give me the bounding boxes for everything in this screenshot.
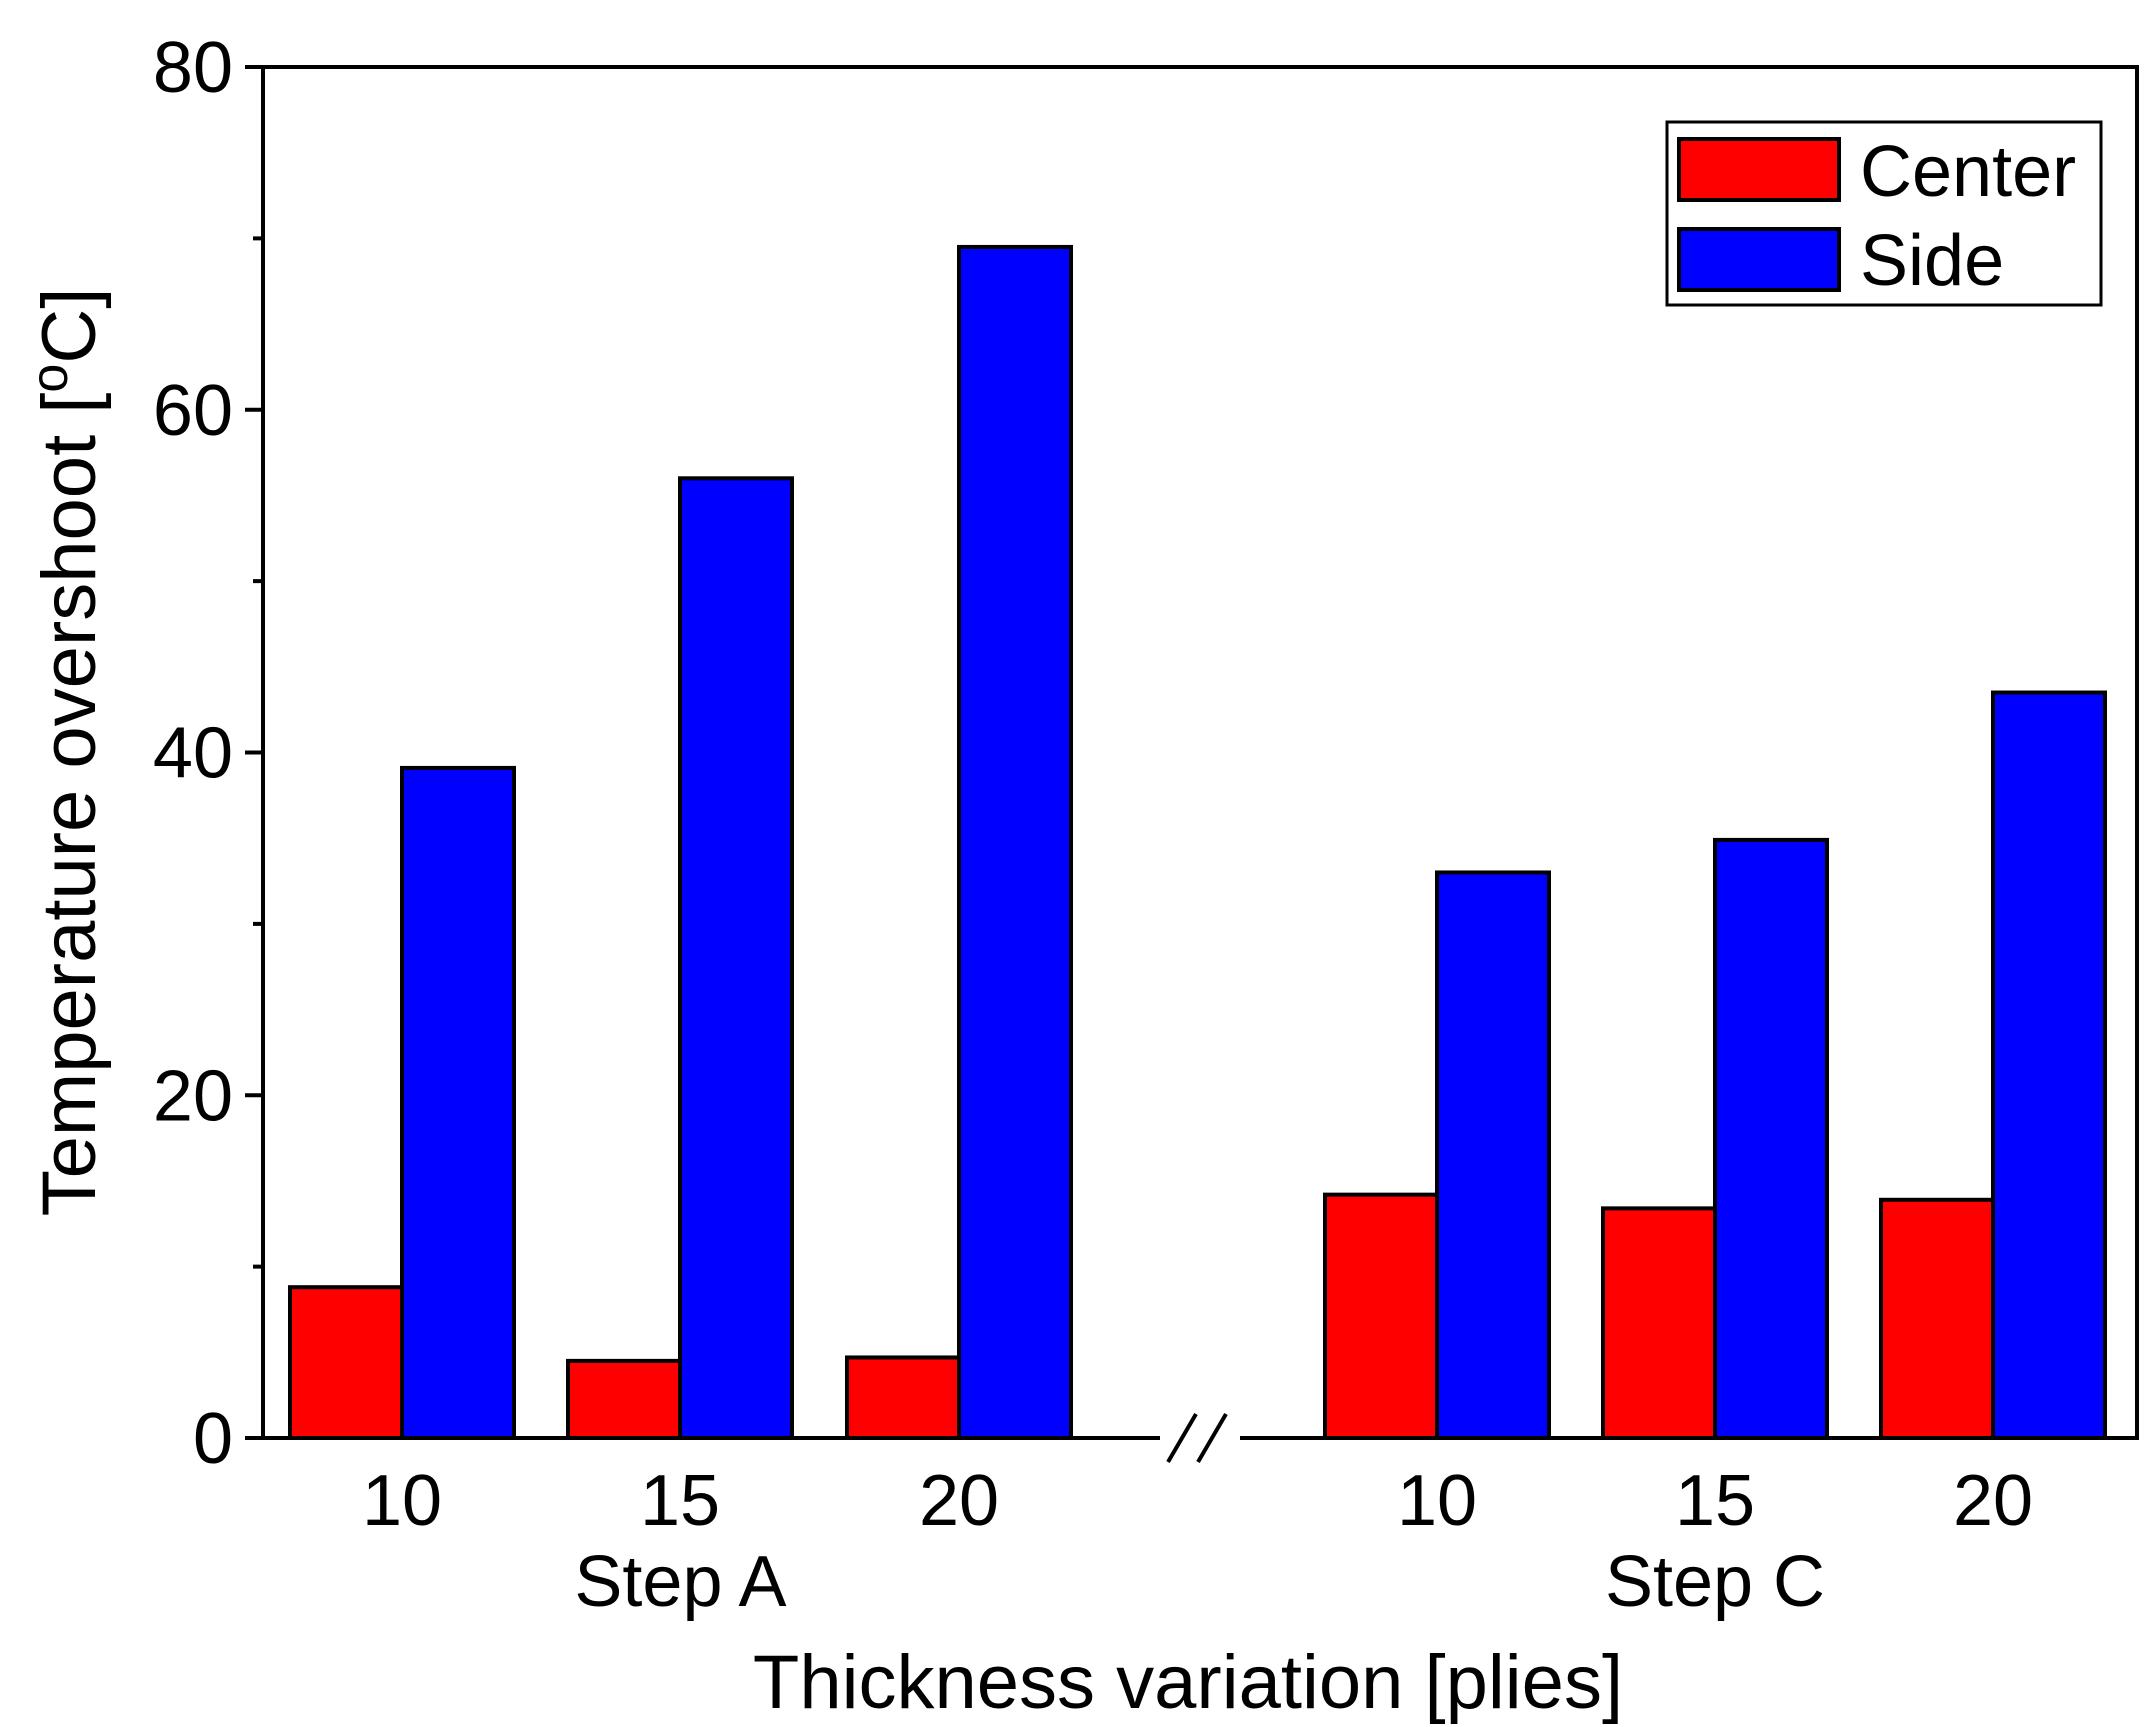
y-axis-title-unit: C] (27, 288, 112, 364)
x-axis: 10 15 20 Step A 10 15 20 Step C (362, 1461, 2033, 1622)
bar-side-2 (957, 244, 1073, 1441)
y-axis-title: Temperature overshoot [oC] (21, 288, 112, 1217)
legend-swatch-center (1677, 137, 1841, 202)
bar-center-3 (1323, 1192, 1439, 1440)
bar-center-1 (566, 1358, 682, 1440)
y-axis: 0 20 40 60 80 (153, 28, 263, 1479)
bar-center-2 (845, 1355, 961, 1440)
bar-side-4 (1713, 837, 1829, 1440)
legend-label-side: Side (1860, 221, 2004, 301)
bar-center-4 (1601, 1206, 1717, 1441)
x-group-label: Step A (574, 1542, 786, 1622)
bar-center-5 (1879, 1197, 1995, 1440)
y-axis-title-main: Temperature overshoot [ (27, 393, 112, 1217)
bar-center-0 (288, 1285, 404, 1440)
x-tick-label: 10 (1397, 1461, 1477, 1541)
axis-break-mark (1160, 1412, 1240, 1464)
x-tick-label: 20 (1953, 1461, 2033, 1541)
x-tick-label: 20 (919, 1461, 999, 1541)
x-axis-title: Thickness variation [plies] (753, 1640, 1623, 1725)
x-tick-label: 15 (1675, 1461, 1755, 1541)
y-tick-label: 60 (153, 371, 233, 451)
bar-side-1 (678, 476, 794, 1440)
legend-label-center: Center (1860, 132, 2076, 212)
bars-layer (288, 244, 2107, 1441)
y-axis-title-degree: o (21, 364, 79, 393)
legend-swatch-side (1677, 227, 1841, 292)
x-tick-label: 15 (640, 1461, 720, 1541)
y-tick-label: 0 (193, 1399, 233, 1479)
y-tick-label: 40 (153, 714, 233, 794)
legend: Center Side (1665, 120, 2103, 307)
y-tick-label: 20 (153, 1056, 233, 1136)
bar-side-5 (1991, 690, 2107, 1440)
x-group-label: Step C (1605, 1542, 1825, 1622)
x-tick-label: 10 (362, 1461, 442, 1541)
bar-side-0 (400, 765, 516, 1440)
y-tick-label: 80 (153, 28, 233, 108)
bar-side-3 (1435, 870, 1551, 1440)
